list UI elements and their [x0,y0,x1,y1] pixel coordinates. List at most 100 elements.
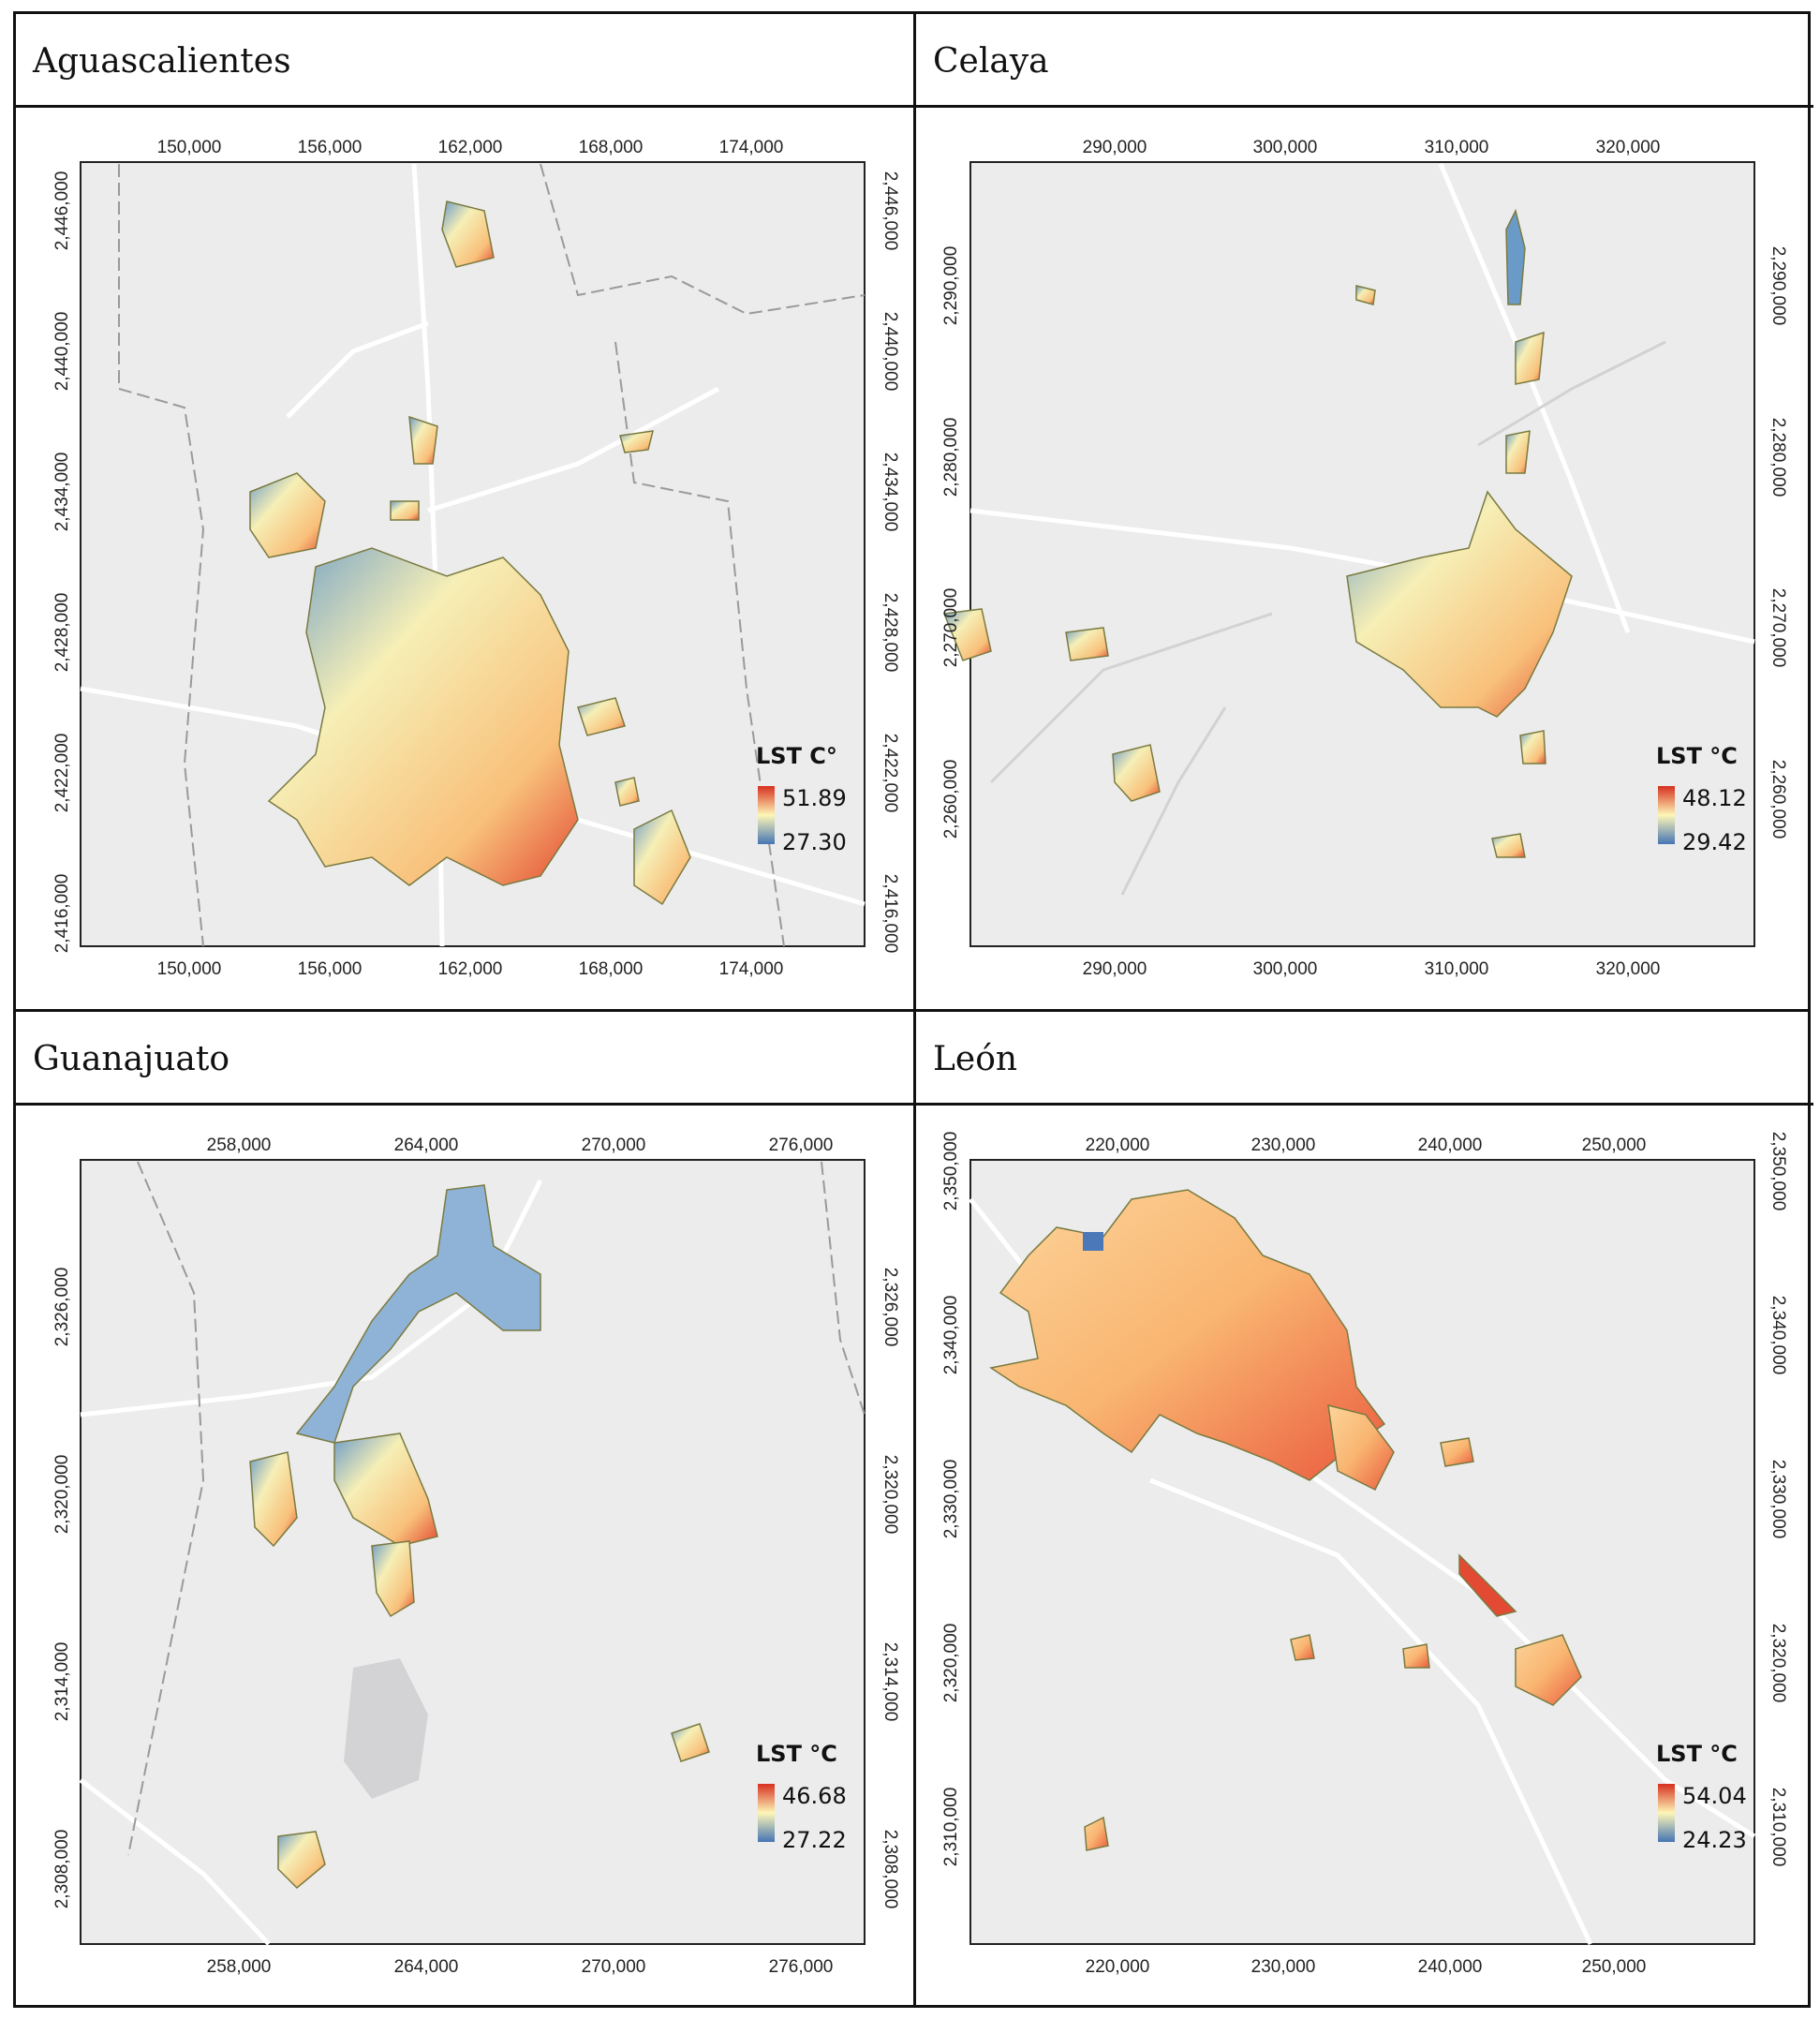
y-tick: 2,290,000 [941,246,961,326]
y-tick: 2,440,000 [52,312,72,392]
y-tick: 2,326,000 [880,1268,900,1347]
y-tick: 2,308,000 [52,1830,72,1909]
x-ticks-bottom: 258,000 264,000 270,000 276,000 [207,1957,834,1977]
y-tick: 2,416,000 [52,874,72,954]
x-tick: 310,000 [1425,138,1489,157]
x-tick: 220,000 [1086,1957,1150,1977]
x-tick: 230,000 [1251,1957,1316,1977]
x-tick: 250,000 [1582,1136,1647,1155]
x-tick: 270,000 [582,1136,646,1155]
panel-leon: León [916,1012,1813,2005]
x-tick: 270,000 [582,1957,646,1977]
x-ticks-bottom: 290,000 300,000 310,000 320,000 [1083,959,1661,979]
y-tick: 2,260,000 [1768,760,1788,839]
panel-title: Aguascalientes [16,14,913,108]
x-ticks-top: 258,000 264,000 270,000 276,000 [207,1136,834,1155]
legend-title: LST °C [1656,743,1738,769]
map-svg: 290,000 300,000 310,000 320,000 290,000 … [916,108,1811,1007]
map-area: 220,000 230,000 240,000 250,000 220,000 … [916,1106,1813,2005]
x-tick: 240,000 [1418,1957,1483,1977]
x-tick: 264,000 [394,1957,459,1977]
x-tick: 156,000 [298,959,363,979]
x-tick: 174,000 [719,959,784,979]
legend-max: 51.89 [782,785,847,811]
y-tick: 2,314,000 [52,1642,72,1722]
y-ticks-left: 2,326,000 2,320,000 2,314,000 2,308,000 [52,1268,72,1909]
x-tick: 162,000 [438,959,503,979]
y-tick: 2,446,000 [52,171,72,251]
y-tick: 2,314,000 [880,1642,900,1722]
y-tick: 2,270,000 [1768,588,1788,668]
map-svg: 150,000 156,000 162,000 168,000 174,000 … [16,108,913,1007]
y-tick: 2,320,000 [880,1455,900,1535]
figure-grid: Aguascalientes [13,11,1811,2008]
y-tick: 2,340,000 [941,1296,961,1375]
x-tick: 220,000 [1086,1136,1150,1155]
legend-title: LST °C [756,1741,837,1767]
legend-title: LST °C [1656,1741,1738,1767]
legend-color-ramp [1658,1784,1675,1842]
y-ticks-right: 2,350,000 2,340,000 2,330,000 2,320,000 … [1768,1132,1788,1867]
y-tick: 2,310,000 [941,1788,961,1867]
legend-max: 46.68 [782,1783,847,1809]
x-tick: 258,000 [207,1957,272,1977]
y-tick: 2,422,000 [52,734,72,813]
x-tick: 300,000 [1253,959,1318,979]
legend-min: 27.22 [782,1827,847,1853]
x-tick: 162,000 [438,138,503,157]
map-svg: 258,000 264,000 270,000 276,000 258,000 … [16,1106,913,2005]
y-tick: 2,290,000 [1768,246,1788,326]
x-tick: 290,000 [1083,959,1147,979]
y-ticks-left: 2,290,000 2,280,000 2,270,000 2,260,000 [941,246,961,839]
x-tick: 150,000 [157,138,222,157]
legend-max: 54.04 [1682,1783,1747,1809]
y-tick: 2,350,000 [941,1132,961,1211]
y-tick: 2,308,000 [880,1830,900,1909]
legend: LST °C 46.68 27.22 [756,1741,847,1853]
y-ticks-right: 2,326,000 2,320,000 2,314,000 2,308,000 [880,1268,900,1909]
y-ticks-right: 2,446,000 2,440,000 2,434,000 2,428,000 … [880,171,900,954]
x-tick: 230,000 [1251,1136,1316,1155]
legend-max: 48.12 [1682,785,1747,811]
y-tick: 2,428,000 [880,593,900,673]
legend-min: 24.23 [1682,1827,1747,1853]
y-tick: 2,340,000 [1768,1296,1788,1375]
legend: LST °C 54.04 24.23 [1656,1741,1747,1853]
y-tick: 2,422,000 [880,734,900,813]
legend-min: 29.42 [1682,829,1747,855]
map-svg: 220,000 230,000 240,000 250,000 220,000 … [916,1106,1811,2005]
x-tick: 320,000 [1596,138,1661,157]
y-tick: 2,440,000 [880,312,900,392]
y-tick: 2,434,000 [52,453,72,532]
x-ticks-top: 220,000 230,000 240,000 250,000 [1086,1136,1647,1155]
x-tick: 320,000 [1596,959,1661,979]
y-tick: 2,320,000 [52,1455,72,1535]
x-tick: 290,000 [1083,138,1147,157]
panel-aguascalientes: Aguascalientes [16,14,913,1007]
legend-color-ramp [758,786,775,844]
x-ticks-top: 290,000 300,000 310,000 320,000 [1083,138,1661,157]
y-tick: 2,326,000 [52,1268,72,1347]
panel-title: Celaya [916,14,1813,108]
y-tick: 2,320,000 [1768,1624,1788,1703]
legend-title: LST C° [756,743,837,769]
x-tick: 258,000 [207,1136,272,1155]
cool-water-patch [1083,1232,1103,1251]
legend: LST °C 48.12 29.42 [1656,743,1747,855]
y-tick: 2,320,000 [941,1624,961,1703]
y-tick: 2,270,000 [941,588,961,668]
legend-min: 27.30 [782,829,847,855]
legend-color-ramp [758,1784,775,1842]
y-tick: 2,446,000 [880,171,900,251]
map-area: 150,000 156,000 162,000 168,000 174,000 … [16,108,913,1007]
y-tick: 2,280,000 [941,418,961,497]
panel-guanajuato: Guanajuato [16,1012,913,2005]
y-ticks-left: 2,350,000 2,340,000 2,330,000 2,320,000 … [941,1132,961,1867]
map-area: 290,000 300,000 310,000 320,000 290,000 … [916,108,1813,1007]
y-tick: 2,350,000 [1768,1132,1788,1211]
x-tick: 310,000 [1425,959,1489,979]
x-tick: 250,000 [1582,1957,1647,1977]
x-tick: 150,000 [157,959,222,979]
x-tick: 240,000 [1418,1136,1483,1155]
legend: LST C° 51.89 27.30 [756,743,847,855]
